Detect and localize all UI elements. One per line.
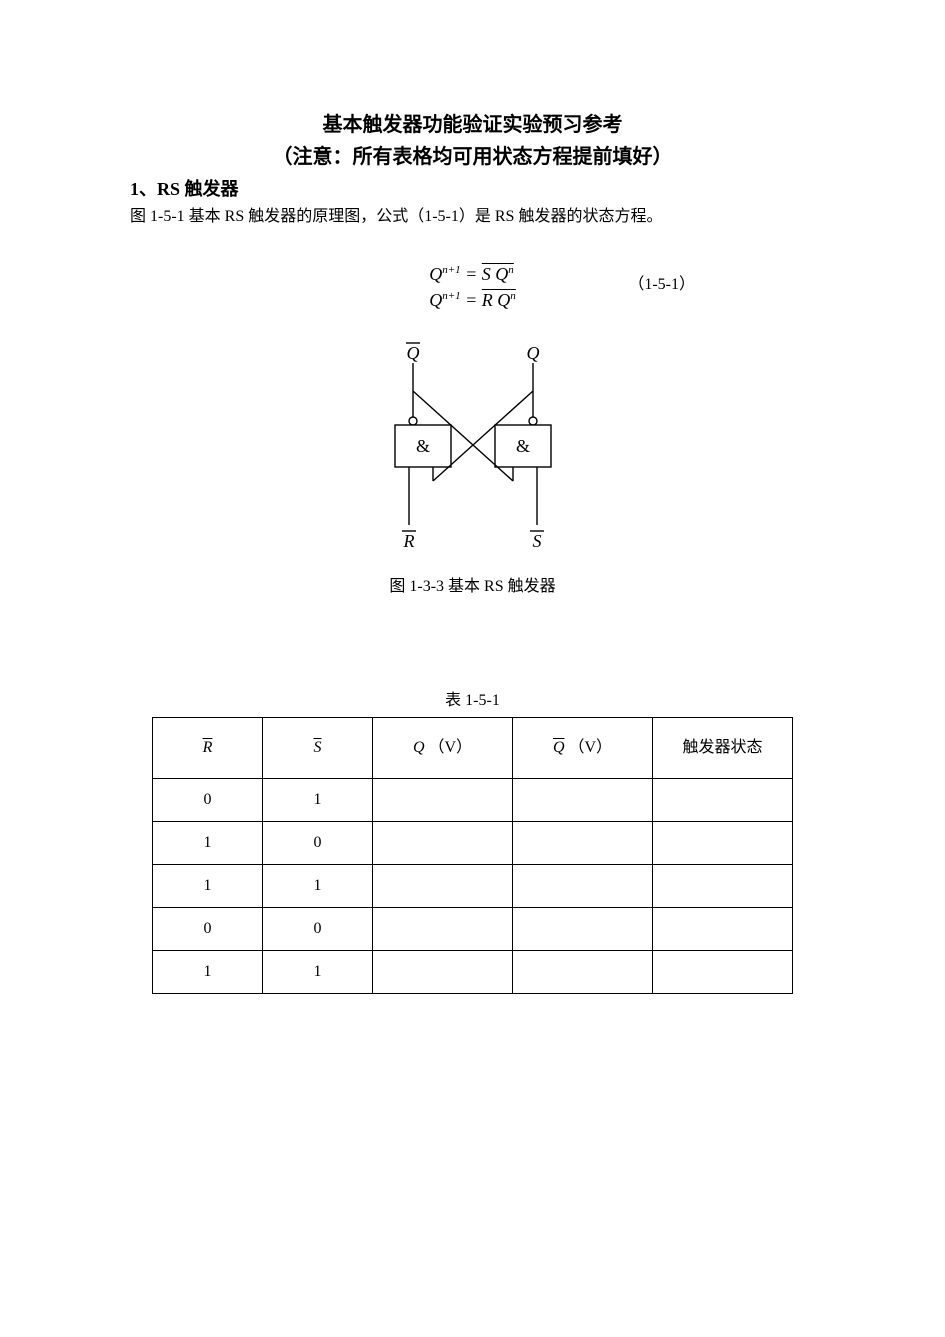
truth-table: RSQ （V）Q （V）触发器状态0110110011 (152, 717, 793, 994)
table-cell (373, 822, 513, 865)
table-cell (513, 779, 653, 822)
table-header-cell: Q （V） (513, 718, 653, 779)
page-title: 基本触发器功能验证实验预习参考 (130, 110, 815, 140)
svg-text:&: & (415, 436, 429, 456)
table-cell: 0 (153, 908, 263, 951)
table-cell: 1 (263, 779, 373, 822)
circuit-diagram-icon: Q Q & & R S (363, 337, 583, 557)
table-row: 11 (153, 865, 793, 908)
table-cell (653, 779, 793, 822)
document-page: 基本触发器功能验证实验预习参考 （注意：所有表格均可用状态方程提前填好） 1、R… (0, 0, 945, 994)
section-1-body: 图 1-5-1 基本 RS 触发器的原理图，公式（1-5-1）是 RS 触发器的… (130, 205, 815, 229)
equation-block: Qn+1 = S Qn Qn+1 = R Qn （1-5-1） (130, 259, 815, 319)
table-cell: 0 (153, 779, 263, 822)
table-cell (653, 908, 793, 951)
table-header-cell: R (153, 718, 263, 779)
equation-line-2: Qn+1 = R Qn (429, 287, 516, 315)
section-1-heading: 1、RS 触发器 (130, 176, 815, 203)
table-cell (653, 865, 793, 908)
svg-text:R: R (402, 531, 414, 551)
table-cell: 1 (153, 822, 263, 865)
table-cell: 1 (153, 951, 263, 994)
figure-caption: 图 1-3-3 基本 RS 触发器 (130, 575, 815, 599)
table-cell (373, 779, 513, 822)
svg-text:Q: Q (406, 343, 419, 363)
table-header-cell: Q （V） (373, 718, 513, 779)
table-cell (653, 951, 793, 994)
table-cell (653, 822, 793, 865)
equation-line-1: Qn+1 = S Qn (429, 259, 516, 287)
table-cell (513, 951, 653, 994)
table-header-cell: S (263, 718, 373, 779)
table-row: 00 (153, 908, 793, 951)
svg-text:&: & (515, 436, 529, 456)
svg-text:S: S (532, 531, 541, 551)
table-cell (513, 865, 653, 908)
svg-text:Q: Q (526, 343, 539, 363)
table-cell: 1 (263, 951, 373, 994)
table-cell: 0 (263, 908, 373, 951)
table-cell (513, 822, 653, 865)
table-cell (513, 908, 653, 951)
table-row: 01 (153, 779, 793, 822)
table-cell: 1 (263, 865, 373, 908)
table-cell (373, 951, 513, 994)
rs-flipflop-diagram: Q Q & & R S (130, 337, 815, 565)
table-header-cell: 触发器状态 (653, 718, 793, 779)
table-cell (373, 865, 513, 908)
table-row: 10 (153, 822, 793, 865)
table-cell: 1 (153, 865, 263, 908)
table-cell: 0 (263, 822, 373, 865)
table-cell (373, 908, 513, 951)
page-subtitle: （注意：所有表格均可用状态方程提前填好） (130, 142, 815, 172)
equation-number: （1-5-1） (628, 273, 695, 297)
table-row: 11 (153, 951, 793, 994)
table-caption: 表 1-5-1 (130, 689, 815, 713)
